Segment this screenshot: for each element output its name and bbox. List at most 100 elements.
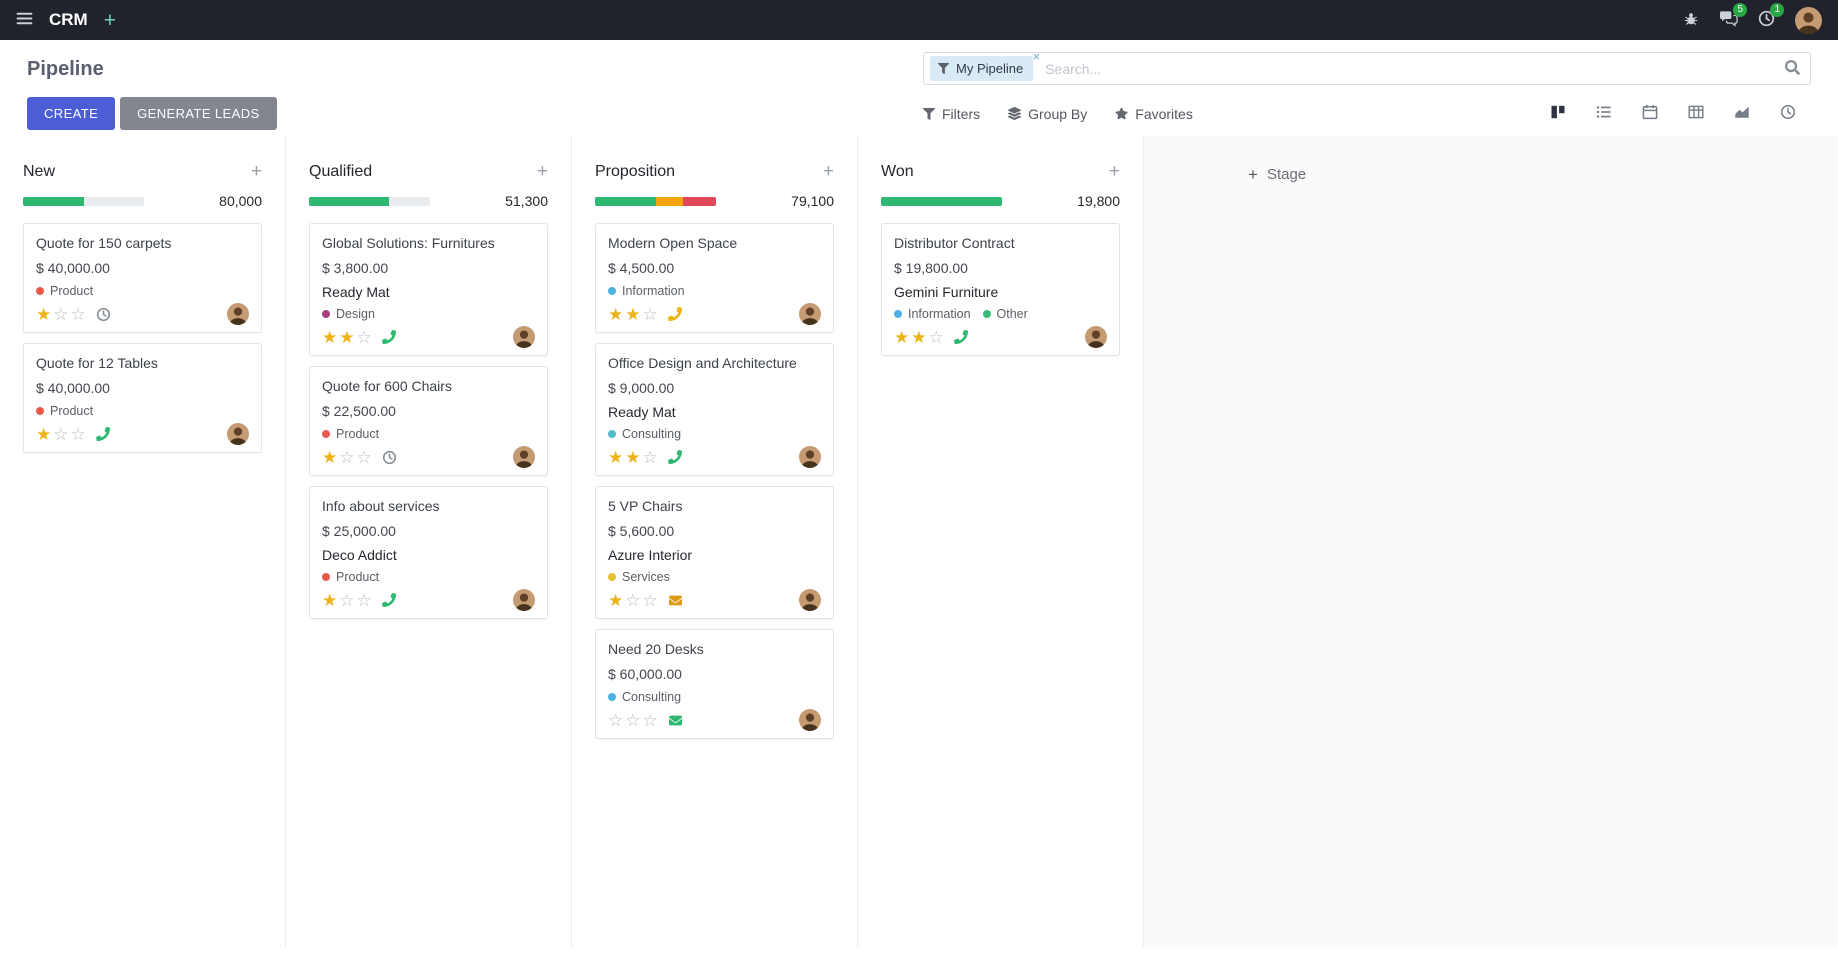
progress-segment[interactable] xyxy=(83,196,144,206)
kanban-card[interactable]: Quote for 150 carpets $ 40,000.00 Product ★… xyxy=(23,223,262,333)
star-filled-icon[interactable]: ★ xyxy=(894,327,910,347)
star-empty-icon[interactable]: ☆ xyxy=(70,424,86,444)
column-title[interactable]: Won xyxy=(881,162,914,180)
column-progressbar[interactable] xyxy=(595,196,716,206)
view-switch-kanban[interactable] xyxy=(1535,97,1581,130)
star-filled-icon[interactable]: ★ xyxy=(322,590,338,610)
star-filled-icon[interactable]: ★ xyxy=(322,327,338,347)
star-empty-icon[interactable]: ☆ xyxy=(339,590,355,610)
view-switch-activity[interactable] xyxy=(1765,97,1811,130)
view-switch-list[interactable] xyxy=(1581,97,1627,130)
star-empty-icon[interactable]: ☆ xyxy=(928,327,944,347)
column-progressbar[interactable] xyxy=(309,196,430,206)
kanban-card[interactable]: Need 20 Desks $ 60,000.00 Consulting ☆ ☆ ☆ xyxy=(595,629,834,739)
star-empty-icon[interactable]: ☆ xyxy=(642,447,658,467)
activities-badge: 1 xyxy=(1770,3,1784,17)
search-button[interactable] xyxy=(1785,59,1800,78)
star-empty-icon[interactable]: ☆ xyxy=(608,710,624,730)
view-switch-graph[interactable] xyxy=(1719,97,1765,130)
progress-segment[interactable] xyxy=(309,196,389,206)
column-title[interactable]: Proposition xyxy=(595,162,676,180)
progress-segment[interactable] xyxy=(595,196,656,206)
kanban-card[interactable]: Modern Open Space $ 4,500.00 Information ★ ★… xyxy=(595,223,834,333)
star-empty-icon[interactable]: ☆ xyxy=(53,424,69,444)
kanban-card[interactable]: Info about services $ 25,000.00 Deco Addic… xyxy=(309,486,548,619)
kanban-card[interactable]: Quote for 12 Tables $ 40,000.00 Product ★ ☆ ☆ xyxy=(23,343,262,453)
star-empty-icon[interactable]: ☆ xyxy=(642,590,658,610)
kanban-card[interactable]: Office Design and Architecture $ 9,000.00… xyxy=(595,343,834,476)
activity-phone-icon[interactable] xyxy=(953,330,968,344)
activity-clock-icon[interactable] xyxy=(96,307,111,322)
filters-menu[interactable]: Filters xyxy=(923,106,980,122)
progress-segment[interactable] xyxy=(683,196,716,206)
star-filled-icon[interactable]: ★ xyxy=(625,447,641,467)
star-filled-icon[interactable]: ★ xyxy=(608,447,624,467)
star-filled-icon[interactable]: ★ xyxy=(36,424,52,444)
add-menu-button[interactable]: + xyxy=(104,10,116,31)
activity-phone-icon[interactable] xyxy=(381,330,396,344)
view-switch-calendar[interactable] xyxy=(1627,97,1673,130)
apps-menu-button[interactable] xyxy=(16,10,33,30)
add-record-icon[interactable]: + xyxy=(536,161,548,182)
activity-envelope-icon[interactable] xyxy=(668,594,683,607)
activity-envelope-icon[interactable] xyxy=(668,714,683,727)
card-partner: Gemini Furniture xyxy=(894,284,999,300)
kanban-card[interactable]: 5 VP Chairs $ 5,600.00 Azure Interior Servi… xyxy=(595,486,834,619)
view-switch-pivot[interactable] xyxy=(1673,97,1719,130)
star-filled-icon[interactable]: ★ xyxy=(36,304,52,324)
activity-phone-icon[interactable] xyxy=(381,593,396,607)
card-amount: $ 9,000.00 xyxy=(608,380,675,396)
add-record-icon[interactable]: + xyxy=(822,161,834,182)
progress-segment[interactable] xyxy=(881,196,1002,206)
star-filled-icon[interactable]: ★ xyxy=(608,304,624,324)
generate-leads-button[interactable]: GENERATE LEADS xyxy=(120,97,277,130)
add-record-icon[interactable]: + xyxy=(250,161,262,182)
star-empty-icon[interactable]: ☆ xyxy=(356,447,372,467)
star-filled-icon[interactable]: ★ xyxy=(322,447,338,467)
activity-phone-icon[interactable] xyxy=(667,307,682,321)
control-panel: Pipeline My Pipeline × C xyxy=(0,40,1838,136)
column-title[interactable]: Qualified xyxy=(309,162,373,180)
star-empty-icon[interactable]: ☆ xyxy=(642,304,658,324)
user-avatar[interactable] xyxy=(1795,6,1822,34)
kanban-card[interactable]: Quote for 600 Chairs $ 22,500.00 Product ★ ☆… xyxy=(309,366,548,476)
star-filled-icon[interactable]: ★ xyxy=(608,590,624,610)
group-by-menu[interactable]: Group By xyxy=(1008,106,1087,122)
debug-bug-button[interactable] xyxy=(1683,11,1699,30)
search-facet-my-pipeline[interactable]: My Pipeline × xyxy=(930,49,1040,81)
activity-phone-icon[interactable] xyxy=(667,450,682,464)
search-input[interactable] xyxy=(1045,60,1785,77)
progress-segment[interactable] xyxy=(655,196,684,206)
star-filled-icon[interactable]: ★ xyxy=(625,304,641,324)
create-button[interactable]: CREATE xyxy=(27,97,116,130)
star-empty-icon[interactable]: ☆ xyxy=(70,304,86,324)
progress-segment[interactable] xyxy=(23,196,84,206)
activity-phone-icon[interactable] xyxy=(95,427,110,441)
messages-button[interactable]: 5 xyxy=(1719,3,1747,30)
facet-remove-icon[interactable]: × xyxy=(1032,49,1041,64)
star-empty-icon[interactable]: ☆ xyxy=(625,710,641,730)
column-title[interactable]: New xyxy=(23,162,56,180)
star-empty-icon[interactable]: ☆ xyxy=(625,590,641,610)
tag: Consulting xyxy=(608,427,681,441)
star-empty-icon[interactable]: ☆ xyxy=(53,304,69,324)
kanban-card[interactable]: Distributor Contract $ 19,800.00 Gemini Fu… xyxy=(881,223,1120,356)
add-record-icon[interactable]: + xyxy=(1108,161,1120,182)
progress-segment[interactable] xyxy=(388,196,430,206)
app-name[interactable]: CRM xyxy=(49,10,88,29)
star-empty-icon[interactable]: ☆ xyxy=(642,710,658,730)
star-empty-icon[interactable]: ☆ xyxy=(356,327,372,347)
star-filled-icon[interactable]: ★ xyxy=(339,327,355,347)
column-progressbar[interactable] xyxy=(23,196,144,206)
activity-clock-icon[interactable] xyxy=(382,450,397,465)
add-stage-button[interactable]: + Stage xyxy=(1248,166,1306,183)
kanban-card[interactable]: Global Solutions: Furnitures $ 3,800.00 Re… xyxy=(309,223,548,356)
tag: Product xyxy=(322,427,379,441)
search-bar[interactable]: My Pipeline × xyxy=(923,49,1811,85)
star-empty-icon[interactable]: ☆ xyxy=(356,590,372,610)
column-progressbar[interactable] xyxy=(881,196,1002,206)
star-filled-icon[interactable]: ★ xyxy=(911,327,927,347)
favorites-menu[interactable]: Favorites xyxy=(1115,106,1193,122)
activities-button[interactable]: 1 xyxy=(1758,3,1784,30)
star-empty-icon[interactable]: ☆ xyxy=(339,447,355,467)
